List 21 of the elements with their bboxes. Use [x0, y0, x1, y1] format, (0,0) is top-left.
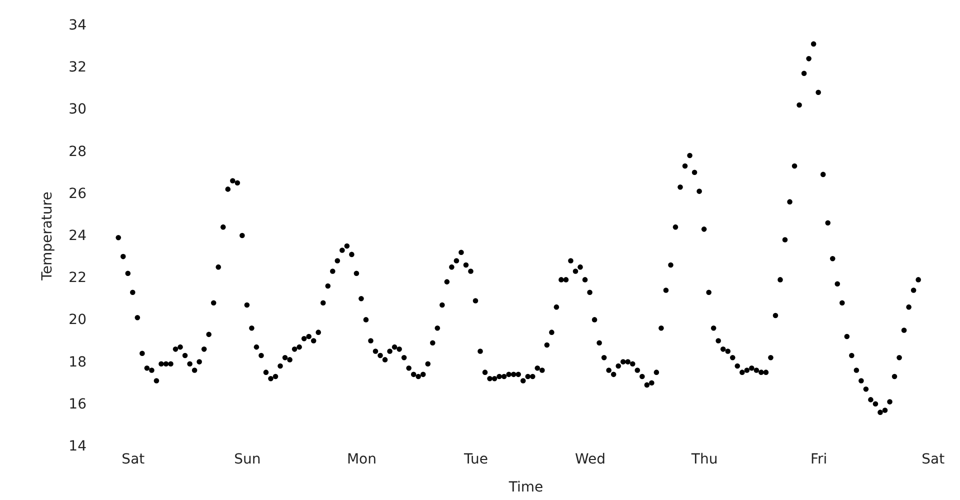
y-tick-label: 16 [68, 396, 87, 412]
x-tick-label: Tue [463, 452, 488, 468]
y-tick-label: 14 [68, 438, 87, 454]
y-tick-label: 28 [68, 144, 86, 160]
x-tick-label: Fri [810, 452, 828, 468]
y-axis-title: Temperature [40, 192, 56, 282]
x-tick-label: Wed [575, 452, 606, 468]
y-tick-label: 34 [68, 18, 87, 34]
y-tick-label: 24 [68, 228, 87, 244]
y-tick-label: 22 [68, 270, 86, 286]
y-tick-label: 26 [68, 186, 87, 202]
x-tick-label: Thu [690, 452, 718, 468]
x-tick-label: Sun [234, 452, 261, 468]
x-tick-label: Sat [922, 452, 946, 468]
x-axis-title: Time [508, 480, 544, 496]
y-tick-label: 30 [68, 102, 86, 118]
x-tick-label: Sat [122, 452, 146, 468]
y-tick-label: 32 [68, 60, 86, 76]
y-tick-label: 18 [68, 354, 86, 370]
y-tick-label: 20 [68, 312, 86, 328]
x-tick-label: Mon [346, 452, 376, 468]
